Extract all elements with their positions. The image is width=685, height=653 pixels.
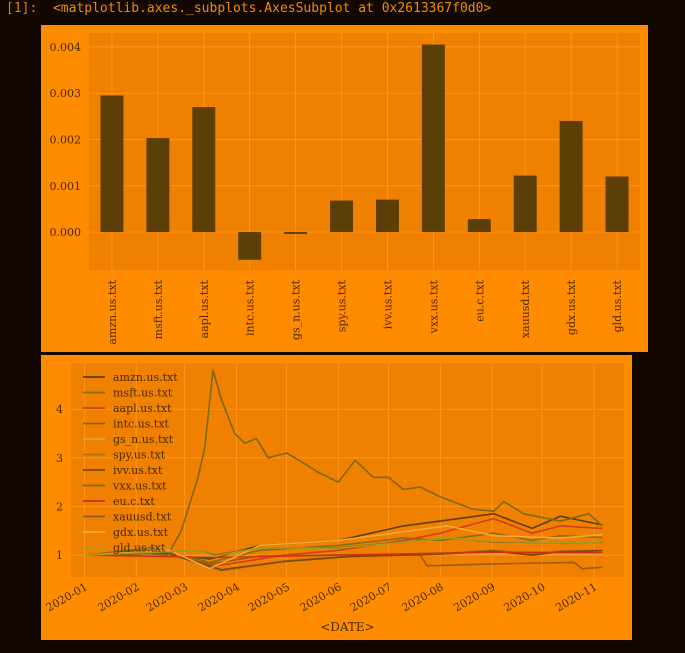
bar-x-tick-label: eu.c.txt xyxy=(473,279,486,321)
legend-label: amzn.us.txt xyxy=(113,371,178,384)
bar-y-tick-label: 0.004 xyxy=(50,41,82,54)
bar-chart-svg: 0.000 0.001 0.002 0.003 0.004 amzn.us.txt msft… xyxy=(50,33,640,345)
bar-chart-figure: 0.000 0.001 0.002 0.003 0.004 amzn.us.txt msft… xyxy=(41,25,648,352)
x-axis-label: <DATE> xyxy=(320,620,375,634)
line-x-tick-label: 2020-09 xyxy=(451,580,497,614)
bar-amzn-us-txt xyxy=(100,95,124,233)
output-prompt-line: [1]: <matplotlib.axes._subplots.AxesSubp… xyxy=(6,1,491,16)
bar-x-tick-label: aapl.us.txt xyxy=(198,279,211,338)
legend-label: ivv.us.txt xyxy=(113,464,163,477)
bar-x-tick-label: gld.us.txt xyxy=(611,279,624,332)
line-x-tick-label: 2020-01 xyxy=(44,580,90,614)
line-y-tick-label: 2 xyxy=(56,500,63,513)
line-x-tick-label: 2020-10 xyxy=(502,580,548,614)
series-line-vxx-us-txt xyxy=(85,369,603,556)
line-x-tick-label: 2020-11 xyxy=(553,580,599,614)
legend-label: gld.us.txt xyxy=(113,542,166,555)
bar-gdx-us-txt xyxy=(559,120,583,233)
bar-intc-us-txt xyxy=(238,232,262,260)
bar-y-tick-label: 0.003 xyxy=(50,87,82,100)
line-y-tick-label: 3 xyxy=(56,452,63,465)
line-x-tick-label: 2020-05 xyxy=(246,580,292,614)
legend-label: spy.us.txt xyxy=(113,449,166,462)
bar-ivv-us-txt xyxy=(375,199,399,233)
line-y-tick-label: 4 xyxy=(56,403,63,416)
bar-x-tick-label: amzn.us.txt xyxy=(106,279,119,344)
legend-label: vxx.us.txt xyxy=(112,480,167,493)
bar-y-tick-label: 0.002 xyxy=(50,133,82,146)
line-x-tick-label: 2020-07 xyxy=(348,580,394,614)
line-chart-figure: 1 2 3 4 2020-01 2020-02 2020-03 2020-04 2020-05 2… xyxy=(41,355,632,640)
bar-aapl-us-txt xyxy=(192,107,216,233)
legend-label: msft.us.txt xyxy=(113,387,173,400)
bar-x-tick-label: ivv.us.txt xyxy=(381,279,394,329)
bar-gld-us-txt xyxy=(605,176,629,233)
bar-x-tick-label: xauusd.txt xyxy=(519,279,532,338)
legend-label: aapl.us.txt xyxy=(113,402,172,415)
bar-x-tick-label: intc.us.txt xyxy=(244,279,257,336)
bar-x-tick-label: vxx.us.txt xyxy=(427,279,440,334)
series-line-eu-c-txt xyxy=(85,551,603,559)
bar-spy-us-txt xyxy=(330,200,354,233)
bar-gs-n-us-txt xyxy=(284,232,308,234)
legend-label: eu.c.txt xyxy=(113,495,155,508)
legend-label: gs_n.us.txt xyxy=(113,433,174,446)
cell-output-text: <matplotlib.axes._subplots.AxesSubplot a… xyxy=(52,1,492,16)
legend-label: gdx.us.txt xyxy=(113,526,169,539)
bar-y-tick-label: 0.000 xyxy=(50,226,82,239)
line-x-tick-label: 2020-03 xyxy=(144,580,190,614)
series-line-gld-us-txt xyxy=(85,537,603,557)
line-x-tick-label: 2020-04 xyxy=(196,580,242,614)
line-y-tick-label: 1 xyxy=(56,549,63,562)
bar-plot-area xyxy=(89,33,640,270)
line-x-tick-label: 2020-08 xyxy=(400,580,446,614)
bar-x-tick-label: spy.us.txt xyxy=(336,279,349,332)
bar-x-tick-label: msft.us.txt xyxy=(152,279,165,339)
bar-vxx-us-txt xyxy=(421,44,445,233)
prompt-label: [1]: xyxy=(6,1,38,16)
bar-x-tick-label: gdx.us.txt xyxy=(565,279,578,335)
bar-x-tick-label: gs_n.us.txt xyxy=(290,279,303,340)
bar-xauusd-txt xyxy=(513,175,537,233)
series-line-gdx-us-txt xyxy=(85,525,603,570)
line-x-tick-label: 2020-02 xyxy=(96,580,142,614)
bar-eu-c-txt xyxy=(467,219,491,233)
bar-y-tick-label: 0.001 xyxy=(50,180,82,193)
legend-label: intc.us.txt xyxy=(113,418,170,431)
legend-label: xauusd.txt xyxy=(113,511,172,524)
bar-msft-us-txt xyxy=(146,138,170,233)
line-x-tick-label: 2020-06 xyxy=(298,580,344,614)
